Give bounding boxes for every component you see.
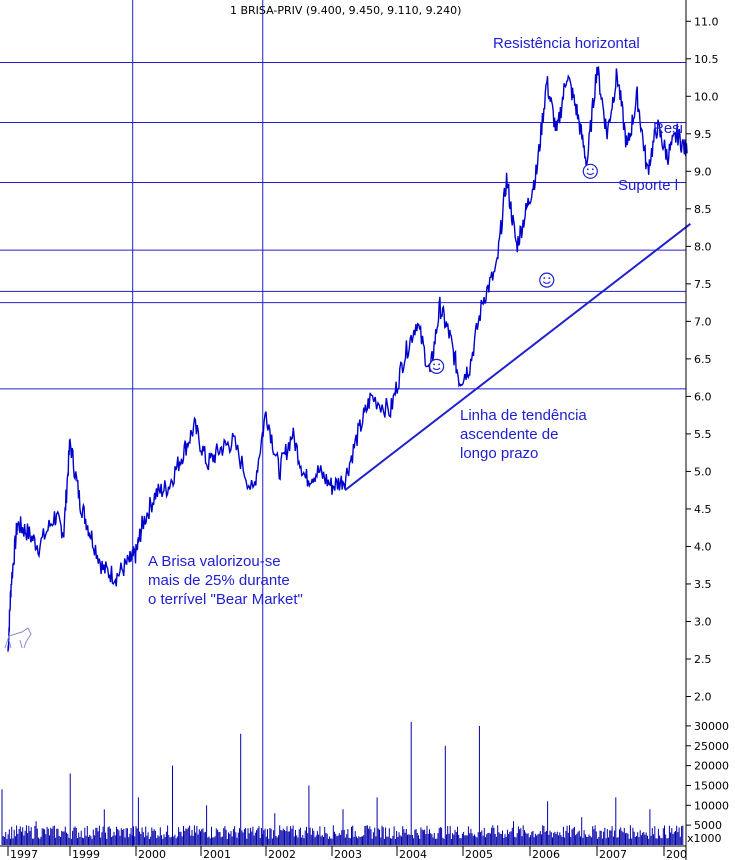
- x-tick-label: 2004: [399, 848, 427, 860]
- annotation-resistencia: Resistência horizontal: [493, 35, 640, 52]
- smiley-icon: [582, 163, 598, 179]
- volume-bars: [1, 721, 684, 845]
- x-tick-label: 2002: [268, 848, 296, 860]
- smiley-eye: [548, 277, 551, 279]
- volume-tick-label: 10000: [694, 799, 729, 812]
- smiley-mouth: [542, 281, 551, 284]
- price-tick-label: 6.5: [694, 353, 712, 366]
- price-tick-label: 6.0: [694, 390, 712, 403]
- x-tick-label: 2005: [465, 848, 493, 860]
- x-tick-label: 2007: [599, 848, 627, 860]
- price-series: [7, 66, 688, 652]
- trend-line-segment: [344, 223, 692, 491]
- price-tick-label: 3.0: [694, 615, 712, 628]
- annotation-trend-text: longo prazo: [460, 445, 538, 462]
- smiley-face: [582, 163, 598, 179]
- volume-tick-label: 5000: [694, 819, 722, 832]
- x-tick-label: 200: [666, 848, 687, 860]
- price-tick-label: 8.0: [694, 240, 712, 253]
- smiley-eye: [586, 168, 589, 171]
- smiley-mouth: [586, 172, 595, 176]
- smiley-eye: [433, 363, 435, 366]
- annotation-trend-text: ascendente de: [460, 426, 558, 443]
- x-tick-label: 2000: [138, 848, 166, 860]
- trend-line: [344, 223, 692, 491]
- x-tick-label: 1997: [10, 848, 38, 860]
- price-tick-label: 4.5: [694, 503, 712, 516]
- smiley-face: [539, 272, 555, 288]
- price-tick-label: 2.0: [694, 690, 712, 703]
- x-tick-label: 2003: [334, 848, 362, 860]
- annotations: Resistência horizontal Resi Suporte l Linha…: [4, 35, 683, 649]
- smiley-eye: [543, 277, 546, 279]
- volume-tick-label: 30000: [694, 720, 729, 733]
- price-tick-label: 10.0: [694, 90, 719, 103]
- price-tick-label: 7.0: [694, 315, 712, 328]
- annotation-trend-text: Linha de tendência: [460, 407, 587, 424]
- smiley-face: [429, 358, 445, 374]
- price-tick-label: 5.0: [694, 465, 712, 478]
- horizontal-levels: [0, 62, 686, 390]
- price-tick-label: 10.5: [694, 53, 719, 66]
- smiley-icon: [429, 358, 445, 374]
- price-tick-label: 5.5: [694, 428, 712, 441]
- x-tick-label: 2001: [203, 848, 231, 860]
- annotation-brisa-text: A Brisa valorizou-se: [148, 553, 281, 570]
- annotation-brisa-text: mais de 25% durante: [148, 572, 290, 589]
- annotation-res-partial: Resi: [653, 120, 683, 137]
- price-tick-label: 8.5: [694, 203, 712, 216]
- price-tick-label: 9.0: [694, 165, 712, 178]
- annotation-suporte: Suporte l: [618, 177, 678, 194]
- volume-tick-label: 25000: [694, 740, 729, 753]
- price-tick-label: 9.5: [694, 128, 712, 141]
- smiley-eye: [438, 363, 440, 366]
- price-tick-label: 2.5: [694, 653, 712, 666]
- price-tick-label: 4.0: [694, 540, 712, 553]
- bull-outline: [4, 627, 32, 649]
- price-tick-label: 7.5: [694, 278, 712, 291]
- smiley-icon: [539, 272, 555, 288]
- price-tick-label: 11.0: [694, 15, 719, 28]
- x-tick-label: 1999: [72, 848, 100, 860]
- smiley-eye: [591, 168, 594, 171]
- bull-logo: [4, 627, 32, 649]
- vertical-markers: [132, 0, 264, 846]
- volume-tick-label: 20000: [694, 760, 729, 773]
- smiley-markers: [429, 163, 598, 374]
- volume-unit-label: x1000: [687, 832, 722, 845]
- smiley-mouth: [432, 367, 441, 371]
- annotation-brisa-text: o terrível "Bear Market": [148, 591, 303, 608]
- x-tick-label: 2006: [532, 848, 560, 860]
- chart-title: 1 BRISA-PRIV (9.400, 9.450, 9.110, 9.240…: [230, 4, 461, 17]
- volume-tick-label: 15000: [694, 779, 729, 792]
- price-line: [7, 66, 688, 652]
- price-tick-label: 3.5: [694, 578, 712, 591]
